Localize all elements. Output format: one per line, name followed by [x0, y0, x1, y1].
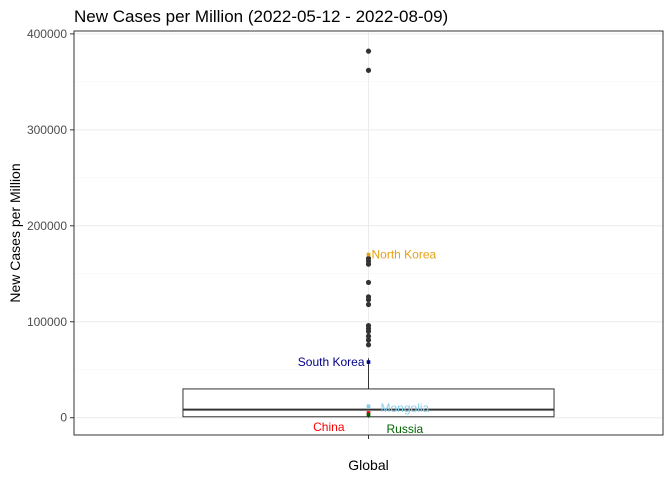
outlier-points [365, 48, 372, 348]
x-axis: Global [348, 435, 389, 473]
highlight-label: Mongolia [381, 401, 430, 415]
country-highlights: North Korea South Korea Mongolia China Russi… [298, 248, 437, 436]
x-category-label: Global [348, 457, 388, 473]
highlight-label: Russia [387, 422, 424, 436]
outlier-point [365, 48, 372, 54]
outlier-point [365, 328, 372, 334]
y-tick-label: 100000 [27, 315, 67, 329]
outlier-point [365, 67, 372, 73]
highlight-point [366, 252, 371, 257]
y-axis-title: New Cases per Million [7, 163, 23, 302]
outlier-point [365, 301, 372, 308]
y-tick-label: 0 [60, 411, 67, 425]
outlier-point [365, 342, 372, 348]
highlight-point [366, 360, 371, 364]
y-tick-label: 200000 [27, 219, 67, 233]
y-tick-label: 400000 [27, 27, 67, 41]
highlight-point [366, 413, 371, 417]
outlier-point [365, 333, 372, 339]
outlier-point [365, 297, 372, 303]
highlight-point [366, 404, 371, 409]
y-tick-label: 300000 [27, 123, 67, 137]
highlight-label: North Korea [372, 248, 437, 262]
outlier-point [365, 261, 372, 267]
y-axis: 0 100000 200000 300000 400000 [27, 27, 74, 425]
outlier-point [365, 337, 372, 343]
chart-title: New Cases per Million (2022-05-12 - 2022… [74, 7, 448, 26]
highlight-label: China [313, 420, 345, 434]
highlight-point [366, 411, 371, 415]
outlier-point [365, 279, 372, 286]
highlight-label: South Korea [298, 355, 365, 369]
